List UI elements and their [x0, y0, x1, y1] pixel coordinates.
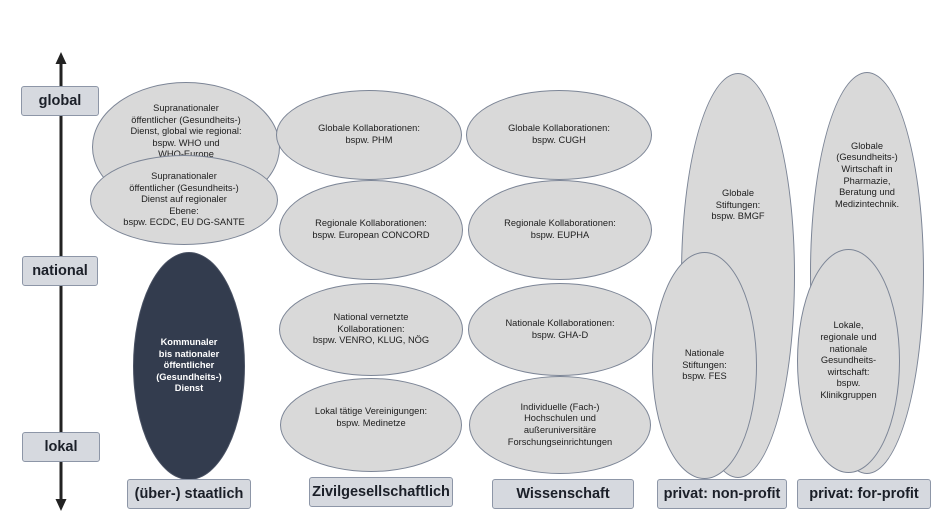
ellipse-wiss-global: Globale Kollaborationen: bspw. CUGH — [466, 90, 652, 180]
ellipse-zivil-regional: Regionale Kollaborationen: bspw. Europea… — [279, 180, 463, 280]
category-wissenschaft-label: Wissenschaft — [492, 479, 634, 509]
level-global-label: global — [21, 86, 99, 116]
category-zivil-label: Zivilgesellschaftlich — [309, 477, 453, 507]
ellipse-zivil-national: National vernetzte Kollaborationen: bspw… — [279, 283, 463, 376]
label-zivil-regional: Regionale Kollaborationen: bspw. Europea… — [312, 218, 430, 240]
ellipse-wiss-lokal: Individuelle (Fach-) Hochschulen und auß… — [469, 376, 651, 474]
ellipse-wiss-regional: Regionale Kollaborationen: bspw. EUPHA — [468, 180, 652, 280]
label-zivil-national: National vernetzte Kollaborationen: bspw… — [312, 312, 430, 346]
axis-arrow-up-icon — [55, 52, 67, 64]
label-fp-lokal: Lokale, regionale und nationale Gesundhe… — [820, 320, 877, 400]
ellipse-kommunal: Kommunaler bis nationaler öffentlicher (… — [133, 252, 245, 480]
label-wiss-global: Globale Kollaborationen: bspw. CUGH — [508, 123, 610, 145]
category-forprofit-label: privat: for-profit — [797, 479, 931, 509]
ellipse-fp-lokal: Lokale, regionale und nationale Gesundhe… — [797, 249, 900, 473]
category-staatlich-label: (über-) staatlich — [127, 479, 251, 509]
axis-arrow-down-icon — [55, 499, 67, 511]
label-supra-regional: Supranationaler öffentlicher (Gesundheit… — [123, 171, 245, 228]
label-kommunal: Kommunaler bis nationaler öffentlicher (… — [156, 337, 222, 394]
ellipse-np-national: Nationale Stiftungen: bspw. FES — [652, 252, 757, 479]
ellipse-wiss-national: Nationale Kollaborationen: bspw. GHA-D — [468, 283, 652, 376]
label-wiss-national: Nationale Kollaborationen: bspw. GHA-D — [505, 317, 615, 340]
label-np-national: Nationale Stiftungen: bspw. FES — [682, 348, 727, 382]
category-nonprofit-label: privat: non-profit — [657, 479, 787, 509]
level-national-label: national — [22, 256, 98, 286]
label-zivil-global: Globale Kollaborationen: bspw. PHM — [318, 123, 420, 145]
ellipse-supra-regional: Supranationaler öffentlicher (Gesundheit… — [90, 155, 278, 245]
ellipse-zivil-global: Globale Kollaborationen: bspw. PHM — [276, 90, 462, 180]
label-supra-global: Supranationaler öffentlicher (Gesundheit… — [130, 103, 242, 159]
label-wiss-regional: Regionale Kollaborationen: bspw. EUPHA — [504, 218, 616, 240]
label-np-global: Globale Stiftungen: bspw. BMGF — [711, 188, 765, 222]
label-zivil-lokal: Lokal tätige Vereinigungen: bspw. Medine… — [314, 406, 428, 428]
label-fp-global: Globale (Gesundheits-) Wirtschaft in Pha… — [834, 140, 900, 209]
label-wiss-lokal: Individuelle (Fach-) Hochschulen und auß… — [507, 401, 613, 447]
level-lokal-label: lokal — [22, 432, 100, 462]
ellipse-zivil-lokal: Lokal tätige Vereinigungen: bspw. Medine… — [280, 378, 462, 472]
